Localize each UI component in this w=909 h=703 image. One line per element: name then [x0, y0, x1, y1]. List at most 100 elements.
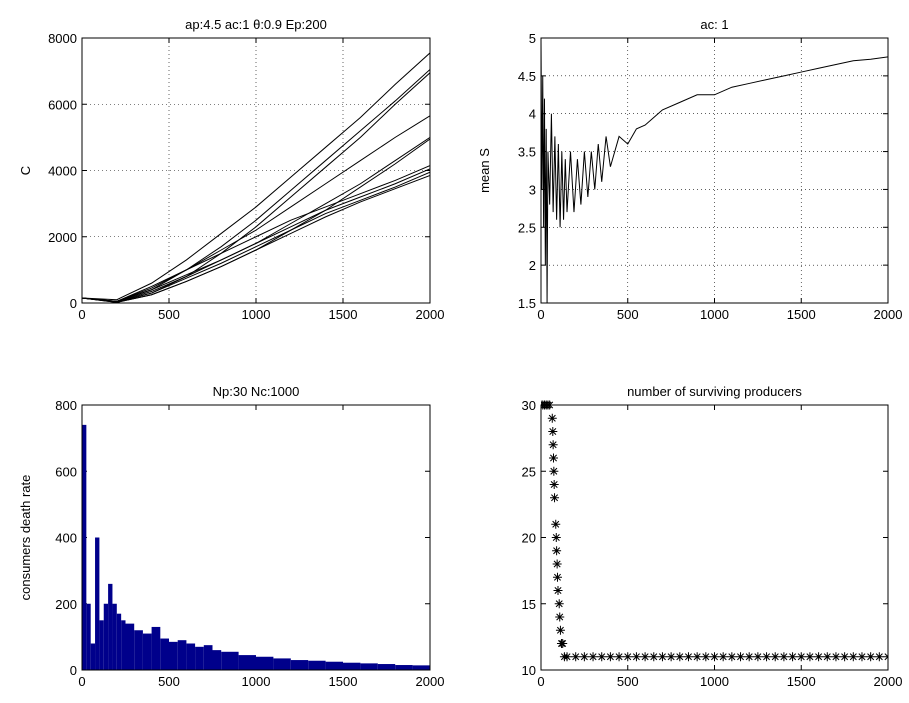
marker [548, 427, 558, 436]
bar [203, 645, 213, 670]
x-tick-label: 500 [617, 674, 639, 689]
chart-title: ac: 1 [700, 17, 728, 32]
data-line [82, 171, 430, 303]
bar [325, 661, 343, 670]
marker [552, 559, 562, 569]
axes-frame [81, 404, 431, 671]
bar [125, 623, 135, 670]
marker [710, 652, 719, 662]
marker [874, 652, 884, 662]
y-tick-label: 4.5 [518, 69, 536, 84]
plot-area [541, 37, 888, 303]
axes-frame [540, 404, 889, 671]
bar [86, 603, 91, 670]
y-axis-label: mean S [477, 148, 492, 193]
marker [675, 652, 685, 662]
bar [308, 660, 326, 670]
marker [623, 652, 633, 662]
bar [99, 620, 104, 670]
subplot: 0 500 1000 1500 2000 1.5 2 2.5 3 3.5 4 4.5 5 ac: 1 mea… [477, 17, 902, 322]
data-line [82, 165, 430, 302]
marker [692, 652, 702, 662]
y-tick-label: 6000 [48, 97, 77, 112]
bar [103, 603, 109, 670]
marker [640, 652, 650, 662]
marker [727, 652, 737, 662]
marker [588, 652, 598, 662]
bar [212, 650, 222, 670]
data-line [82, 52, 430, 301]
marker [770, 652, 780, 662]
y-tick-label: 2 [529, 258, 536, 273]
y-tick-label: 800 [55, 398, 77, 413]
marker [683, 652, 693, 662]
marker [857, 652, 867, 662]
marker [597, 652, 607, 662]
y-axis-label: consumers death rate [18, 475, 33, 601]
bar [195, 646, 204, 670]
marker [550, 493, 560, 503]
bar [395, 665, 413, 670]
x-tick-label: 2000 [416, 674, 445, 689]
bar [412, 665, 430, 670]
bar [273, 658, 291, 670]
bar [151, 626, 161, 670]
x-tick-label: 1000 [242, 307, 271, 322]
x-tick-label: 1000 [700, 674, 729, 689]
marker [555, 625, 565, 635]
marker [614, 652, 624, 662]
y-tick-label: 2.5 [518, 220, 536, 235]
y-tick-label: 600 [55, 464, 77, 479]
x-tick-label: 1500 [329, 307, 358, 322]
marker [552, 572, 562, 582]
bar [108, 583, 113, 670]
y-tick-label: 4 [529, 107, 536, 122]
bar [343, 662, 361, 670]
marker [553, 586, 563, 595]
marker [866, 652, 876, 662]
marker [796, 652, 806, 662]
axes-background [82, 405, 430, 670]
y-tick-label: 200 [55, 597, 77, 612]
y-tick-label: 5 [529, 31, 536, 46]
data-line [82, 168, 430, 303]
x-tick-label: 0 [78, 307, 85, 322]
plot-area [82, 52, 430, 303]
x-tick-label: 500 [158, 307, 180, 322]
marker [548, 440, 558, 450]
marker [549, 466, 559, 476]
y-tick-label: 4000 [48, 164, 77, 179]
y-tick-label: 15 [522, 597, 536, 612]
marker [631, 652, 641, 662]
bar [112, 603, 117, 670]
marker [649, 652, 659, 662]
marker [805, 652, 815, 662]
x-tick-label: 1500 [787, 674, 816, 689]
bar [290, 660, 309, 670]
marker [762, 652, 772, 662]
marker [736, 652, 746, 662]
plot-area [82, 424, 430, 670]
marker [753, 652, 763, 662]
x-tick-label: 1500 [329, 674, 358, 689]
x-tick-label: 2000 [416, 307, 445, 322]
marker [554, 599, 564, 609]
marker [562, 652, 572, 662]
marker [548, 453, 558, 463]
bar [95, 537, 100, 670]
marker [744, 652, 754, 662]
marker [547, 413, 557, 423]
y-tick-label: 30 [522, 398, 536, 413]
y-tick-label: 0 [70, 296, 77, 311]
bar [221, 651, 239, 670]
x-tick-label: 1500 [787, 307, 816, 322]
bar [90, 643, 96, 670]
axes-background [541, 405, 888, 670]
subplot: 0 500 1000 1500 2000 0 200 400 600 800 Np:30 Nc:10… [18, 384, 444, 689]
chart-title: Np:30 Nc:1000 [213, 384, 300, 399]
bar [360, 663, 378, 670]
data-line [82, 115, 430, 302]
marker [666, 652, 676, 662]
subplot: 0 500 1000 1500 2000 0 2000 4000 6000 8000 ap:4.5 … [18, 17, 444, 322]
